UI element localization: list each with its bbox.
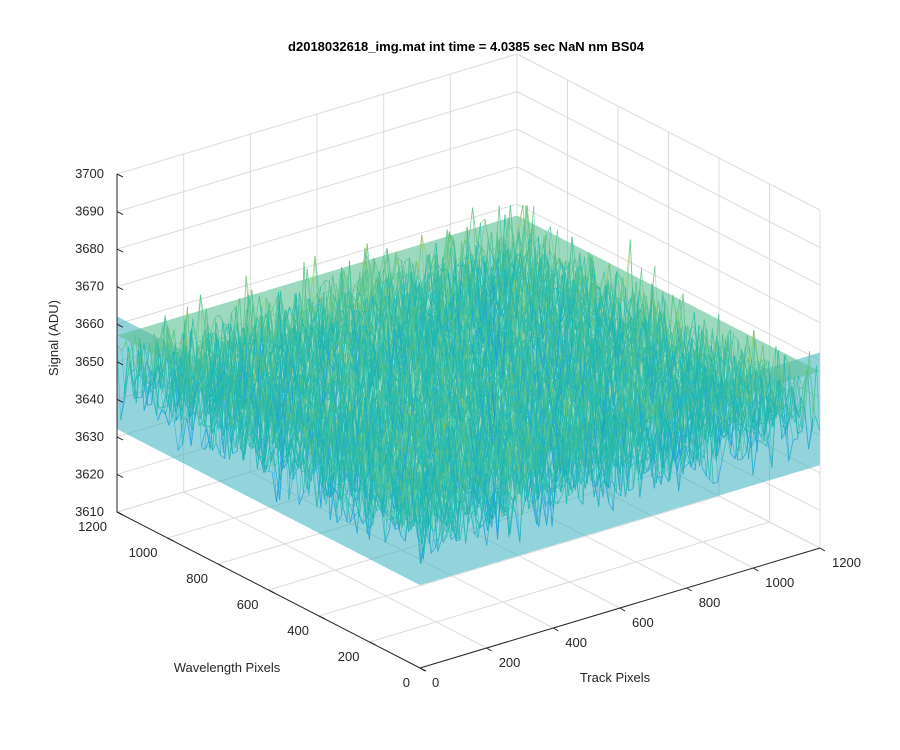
surface-mesh-segment	[331, 284, 337, 287]
surface-mesh-segment	[195, 294, 201, 338]
surface-mesh-segment	[449, 231, 455, 262]
surface-mesh-segment	[149, 333, 155, 372]
surface-mesh-segment	[127, 342, 133, 377]
surface-mesh-segment	[523, 224, 529, 240]
surface-mesh-segment	[421, 234, 427, 256]
surface-mesh-segment	[289, 306, 295, 323]
grid-line	[516, 203, 821, 361]
surface-mesh-segment	[131, 342, 137, 404]
surface-mesh-segment	[324, 279, 330, 282]
surface-mesh-segment	[130, 369, 136, 372]
surface-mesh-segment	[467, 207, 473, 245]
surface-mesh-segment	[223, 323, 229, 326]
surface-mesh-segment	[472, 263, 478, 268]
grid-line	[116, 91, 518, 213]
grid-line	[116, 166, 518, 288]
surface-mesh-segment	[268, 306, 274, 339]
surface-mesh-segment	[373, 257, 379, 272]
surface-mesh-segment	[310, 256, 316, 299]
surface-mesh-segment	[415, 260, 421, 282]
surface-mesh-segment	[312, 292, 318, 302]
surface-mesh-segment	[134, 337, 141, 370]
surface-mesh-segment	[430, 271, 436, 280]
surface-mesh-segment	[121, 340, 127, 352]
surface-mesh-segment	[157, 337, 162, 341]
surface-mesh-segment	[462, 226, 468, 249]
surface-mesh-segment	[210, 317, 216, 335]
grid-line	[116, 128, 518, 250]
surface-mesh-segment	[312, 304, 318, 310]
grid-line	[116, 53, 518, 175]
surface-mesh-segment	[231, 306, 237, 313]
surface-mesh-segment	[214, 314, 220, 318]
surface-mesh-segment	[284, 306, 290, 333]
surface-mesh-segment	[133, 350, 139, 399]
surface-mesh-segment	[404, 257, 410, 263]
surface-mesh-segment	[147, 387, 153, 393]
grid-line	[369, 521, 770, 643]
grid-line	[516, 166, 821, 324]
surface-mesh-segment	[147, 403, 152, 406]
surface-mesh-segment	[299, 292, 305, 317]
surface-mesh-segment	[261, 297, 267, 307]
surface-mesh-segment	[116, 344, 123, 352]
surface-mesh-segment	[153, 333, 159, 366]
surface-mesh-segment	[505, 205, 511, 250]
surface-mesh-segment	[158, 325, 164, 346]
surface-mesh-segment	[489, 275, 495, 280]
surface-mesh-segment	[306, 306, 313, 317]
surface-mesh-segment	[328, 291, 334, 323]
grid-line	[516, 91, 821, 249]
surface-mesh-segment	[205, 308, 212, 352]
surface-layer	[116, 205, 821, 586]
surface-mesh-segment	[210, 331, 216, 343]
surface-mesh-segment	[481, 246, 487, 258]
surface-mesh-segment	[250, 324, 256, 342]
surface-mesh-segment	[391, 251, 397, 281]
grid-line	[116, 203, 518, 325]
surface-mesh-segment	[159, 345, 165, 351]
surface-mesh-segment	[472, 207, 478, 244]
grid-line	[318, 495, 720, 617]
surface-mesh-segment	[320, 280, 326, 288]
surface-mesh-segment	[425, 255, 431, 272]
surface-mesh-segment	[480, 218, 486, 224]
surface-mesh-segment	[306, 268, 312, 325]
surface-mesh-segment	[314, 256, 320, 299]
grid-line	[516, 128, 821, 286]
surface-mesh-segment	[342, 275, 348, 280]
surface-mesh-segment	[191, 328, 197, 338]
surface-mesh-segment	[272, 296, 278, 310]
surface-mesh-segment	[399, 266, 405, 269]
surface-mesh-segment	[393, 270, 399, 289]
surface-mesh-segment	[165, 358, 172, 371]
surface-mesh-segment	[332, 275, 338, 307]
surface-mesh-segment	[366, 243, 373, 290]
surface-mesh-segment	[362, 243, 368, 278]
surface-mesh-segment	[327, 275, 334, 314]
grid-line	[516, 53, 821, 211]
